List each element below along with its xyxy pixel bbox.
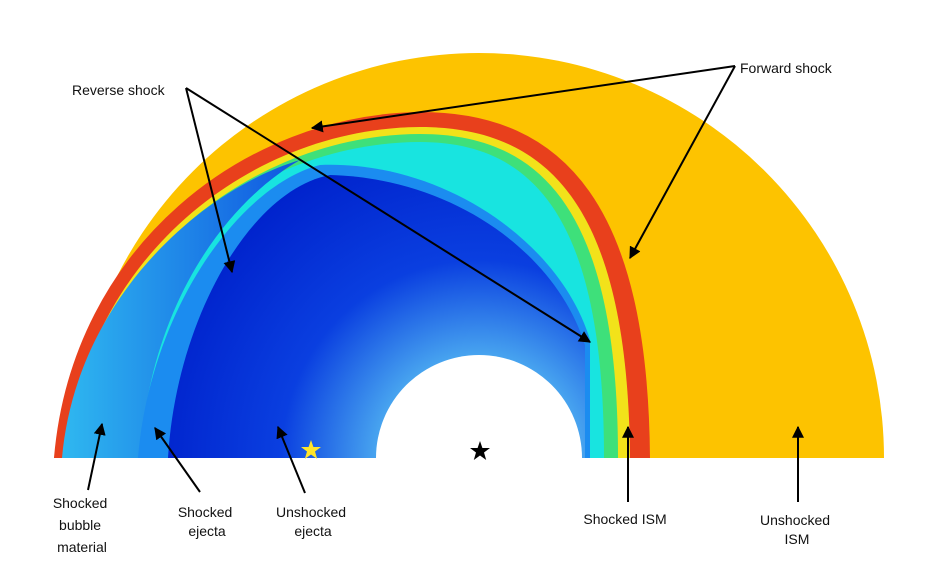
label: Reverse shock <box>72 82 166 98</box>
black-star <box>470 441 490 460</box>
arrow <box>87 422 106 491</box>
arrow <box>310 65 736 133</box>
labels: Reverse shock Forward shock Shocked bubb… <box>53 60 834 555</box>
floor <box>0 458 926 576</box>
arrow <box>629 65 736 260</box>
yellow-star <box>301 440 321 459</box>
simulation <box>0 53 926 576</box>
arrow <box>154 427 201 493</box>
arrow <box>276 425 306 494</box>
shocked-bubble <box>62 160 300 458</box>
label: Shocked ejecta <box>178 504 236 539</box>
arrow <box>185 87 592 343</box>
label: Shocked ISM <box>583 511 666 527</box>
label: Unshocked ejecta <box>276 504 350 539</box>
label: Forward shock <box>740 60 833 76</box>
arrows <box>87 65 804 502</box>
arrow <box>185 87 236 274</box>
label: Shocked bubble material <box>53 495 111 555</box>
label: Unshocked ISM <box>760 512 834 547</box>
